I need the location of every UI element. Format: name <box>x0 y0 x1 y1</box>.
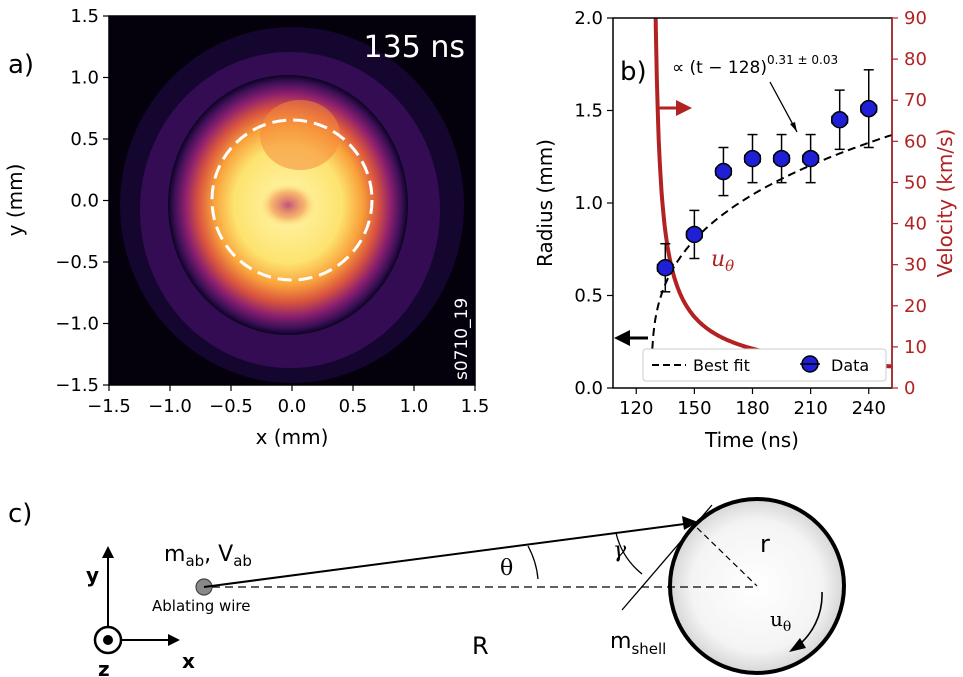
panel-c-label: c) <box>8 499 32 529</box>
data-point <box>830 89 849 151</box>
theta-label: θ <box>500 556 513 581</box>
rotation-velocity-label: uθ <box>770 607 791 635</box>
b-y2tick-label: 0 <box>904 378 915 399</box>
b-xtick-label: 120 <box>619 398 653 419</box>
panel-a-ylabel: y (mm) <box>3 164 27 237</box>
a-ytick-label: 0.5 <box>70 129 99 150</box>
radius-line <box>689 520 758 587</box>
gamma-label: γ <box>613 538 627 563</box>
panel-b: 120 150 180 210 240 0.0 0.5 1.0 1.5 2.0 0 10 20 30 4… <box>533 8 957 452</box>
b-ytick-label: 2.0 <box>574 8 603 29</box>
ablation-ray <box>203 522 693 588</box>
panel-b-ylabel: Radius (mm) <box>533 139 557 267</box>
velocity-label: uθ <box>711 247 734 275</box>
b-ytick-label: 1.0 <box>574 193 603 214</box>
panel-a: a) 135 ns s0710_19 −1.5 −1.0 −0.5 0.0 0.5 1.0… <box>3 6 489 449</box>
wire-mass-velocity: mab, Vab <box>164 542 252 570</box>
panel-b-xticks: 120 150 180 210 240 <box>619 388 886 419</box>
b-y2tick-label: 60 <box>904 131 927 152</box>
b-xtick-label: 180 <box>735 398 769 419</box>
b-y2tick-label: 30 <box>904 255 927 276</box>
a-xtick-label: 0.5 <box>339 396 368 417</box>
tangent-line <box>621 504 713 611</box>
panel-c: c) y x z mab, Vab Ablating wire θ γ <box>8 497 846 677</box>
b-y2tick-label: 90 <box>904 8 927 29</box>
b-xtick-label: 210 <box>793 398 827 419</box>
panel-a-yticks: 1.5 1.0 0.5 0.0 −0.5 −1.0 −1.5 <box>55 6 109 396</box>
a-xtick-label: 1.0 <box>400 396 429 417</box>
data-point <box>714 146 733 197</box>
gamma-arc <box>615 532 643 575</box>
b-y2tick-label: 50 <box>904 172 927 193</box>
data-points <box>656 69 878 293</box>
wire-label: Ablating wire <box>152 597 251 615</box>
panel-b-label: b) <box>620 57 647 87</box>
a-ytick-label: −1.5 <box>55 375 99 396</box>
radius-label: r <box>760 530 770 558</box>
data-point <box>656 242 675 293</box>
right-axis-arrow <box>658 100 692 116</box>
data-point <box>772 133 791 184</box>
b-y2tick-label: 10 <box>904 337 927 358</box>
a-ytick-label: 1.0 <box>70 68 99 89</box>
a-xtick-label: −1.0 <box>148 396 192 417</box>
time-label: 135 ns <box>364 30 465 65</box>
data-point <box>685 209 704 260</box>
b-xtick-label: 240 <box>852 398 886 419</box>
fit-annotation: ∝ (t − 128)0.31 ± 0.03 <box>672 53 838 78</box>
fit-circle <box>210 118 374 282</box>
panel-b-y2ticks: 0 10 20 30 40 50 60 70 80 90 <box>892 8 927 399</box>
emission-image <box>109 16 475 385</box>
data-point <box>860 69 878 149</box>
legend: Best fit Data <box>642 348 887 382</box>
a-xtick-label: −1.5 <box>87 396 131 417</box>
b-y2tick-label: 70 <box>904 90 927 111</box>
panel-b-y2label: Velocity (km/s) <box>933 129 957 278</box>
data-point <box>801 133 820 184</box>
a-xtick-label: 1.5 <box>461 396 490 417</box>
a-ytick-label: −1.0 <box>55 314 99 335</box>
coordinate-axes: y x z <box>86 546 195 677</box>
b-ytick-label: 1.5 <box>574 101 603 122</box>
axis-y-label: y <box>86 563 99 587</box>
b-ytick-label: 0.0 <box>574 378 603 399</box>
data-point <box>743 133 762 184</box>
panel-b-xlabel: Time (ns) <box>704 428 799 452</box>
theta-arc <box>527 545 539 580</box>
b-ytick-label: 0.5 <box>574 286 603 307</box>
a-ytick-label: −0.5 <box>55 252 99 273</box>
legend-data-label: Data <box>831 356 869 375</box>
shell-mass-label: mshell <box>610 629 666 658</box>
a-xtick-label: −0.5 <box>209 396 253 417</box>
panel-b-yticks: 0.0 0.5 1.0 1.5 2.0 <box>574 8 613 399</box>
left-axis-arrow <box>614 330 648 346</box>
b-y2tick-label: 80 <box>904 49 927 70</box>
axis-z-label: z <box>98 657 110 677</box>
a-ytick-label: 1.5 <box>70 6 99 27</box>
panel-a-label: a) <box>8 50 34 80</box>
legend-fit-label: Best fit <box>693 356 750 375</box>
b-xtick-label: 150 <box>677 398 711 419</box>
b-y2tick-label: 40 <box>904 214 927 235</box>
a-ytick-label: 0.0 <box>70 191 99 212</box>
b-y2tick-label: 20 <box>904 296 927 317</box>
distance-label: R <box>472 632 489 660</box>
a-xtick-label: 0.0 <box>278 396 307 417</box>
best-fit-curve <box>651 134 892 349</box>
panel-a-xticks: −1.5 −1.0 −0.5 0.0 0.5 1.0 1.5 <box>87 385 489 417</box>
panel-a-xlabel: x (mm) <box>256 425 329 449</box>
axis-x-label: x <box>182 649 195 673</box>
shot-id: s0710_19 <box>452 298 472 380</box>
